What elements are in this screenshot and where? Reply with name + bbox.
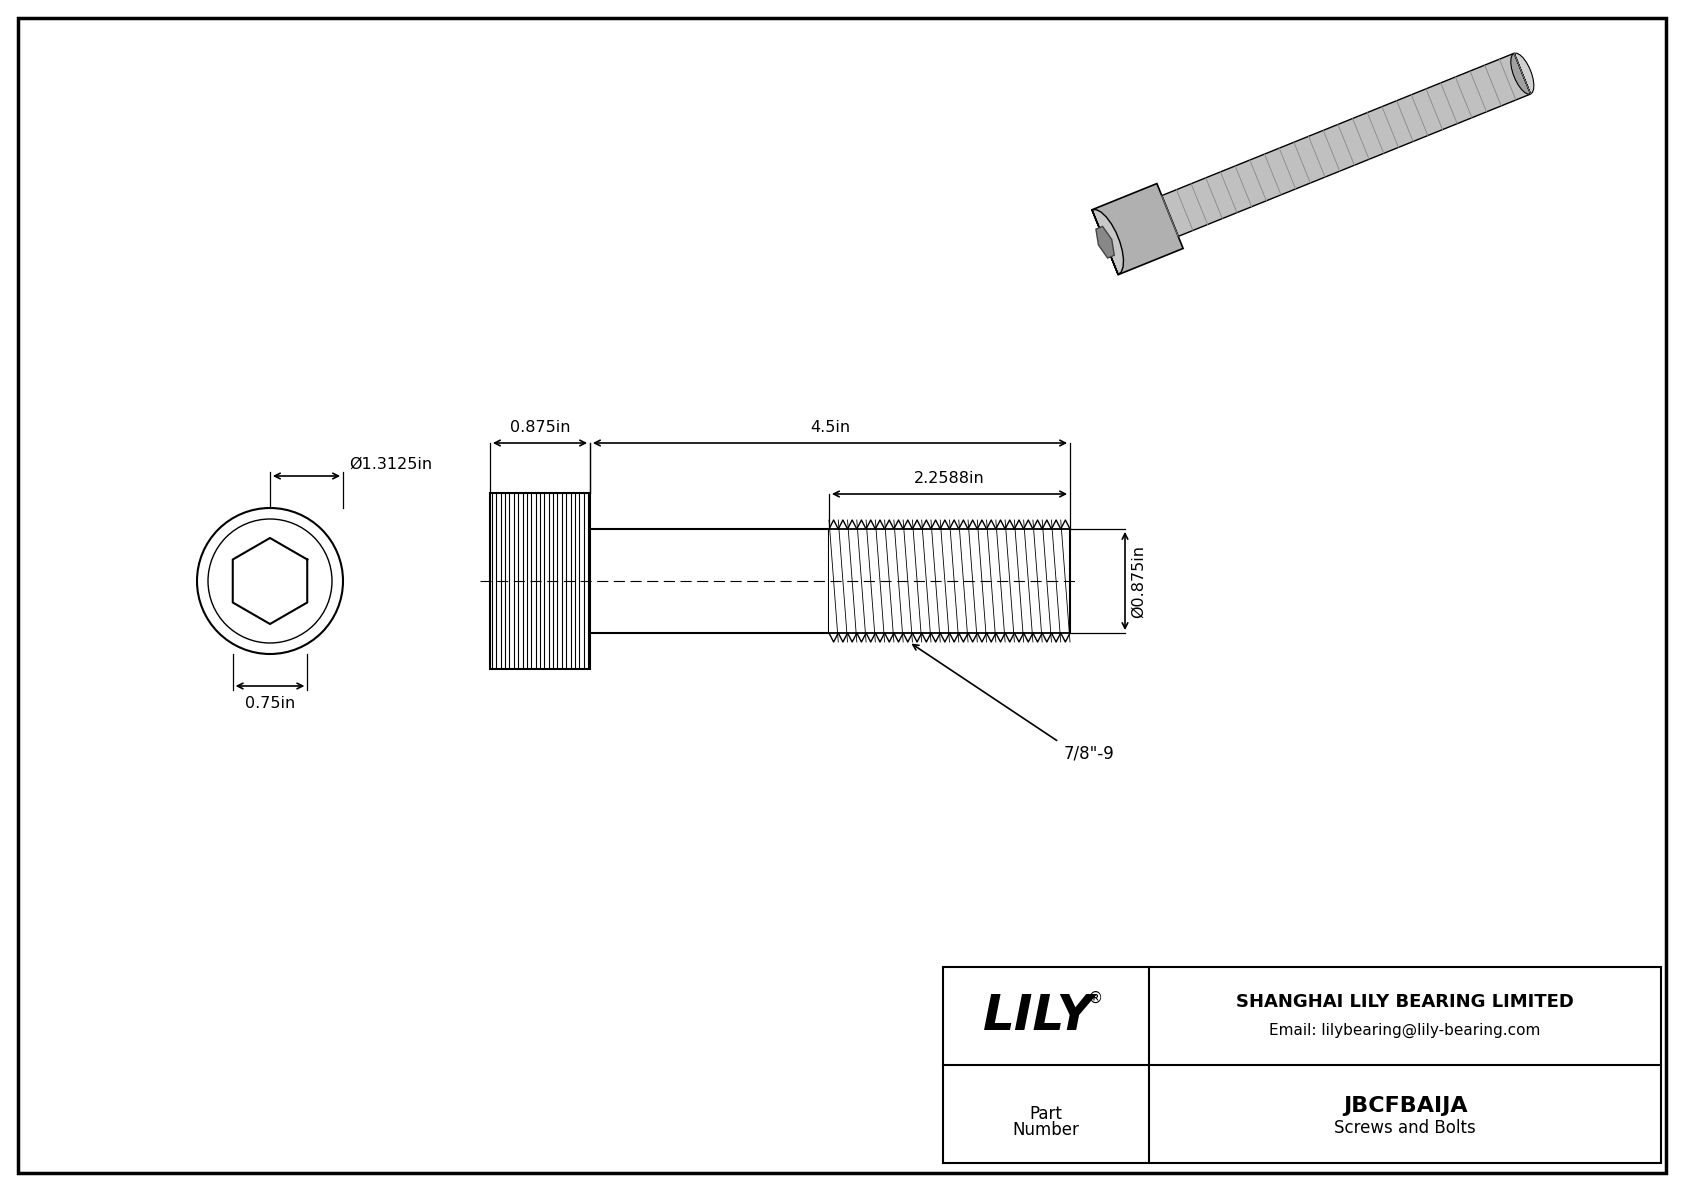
Polygon shape (1091, 210, 1123, 275)
Polygon shape (1096, 226, 1115, 258)
Text: 0.75in: 0.75in (244, 696, 295, 711)
Text: Email: lilybearing@lily-bearing.com: Email: lilybearing@lily-bearing.com (1270, 1022, 1541, 1037)
Text: Number: Number (1012, 1121, 1079, 1139)
Polygon shape (1511, 54, 1531, 94)
Polygon shape (1162, 54, 1531, 236)
Text: LILY: LILY (982, 992, 1093, 1040)
Text: Part: Part (1029, 1105, 1063, 1123)
Bar (589, 529, 829, 632)
Bar (943, 967, 1660, 1162)
Text: SHANGHAI LILY BEARING LIMITED: SHANGHAI LILY BEARING LIMITED (1236, 993, 1575, 1011)
Text: 4.5in: 4.5in (810, 420, 850, 435)
Polygon shape (1091, 183, 1184, 275)
Text: ®: ® (1088, 991, 1103, 1005)
Circle shape (197, 509, 344, 654)
Text: Ø1.3125in: Ø1.3125in (349, 457, 433, 472)
Text: 0.875in: 0.875in (510, 420, 571, 435)
Text: JBCFBAIJA: JBCFBAIJA (1342, 1096, 1467, 1116)
Text: Screws and Bolts: Screws and Bolts (1334, 1120, 1475, 1137)
Text: 2.2588in: 2.2588in (914, 470, 985, 486)
Polygon shape (1514, 54, 1534, 94)
Bar (829, 520, 1069, 642)
Text: 7/8"-9: 7/8"-9 (1064, 744, 1115, 762)
Bar (490, 493, 589, 669)
Text: Ø0.875in: Ø0.875in (1132, 544, 1147, 617)
